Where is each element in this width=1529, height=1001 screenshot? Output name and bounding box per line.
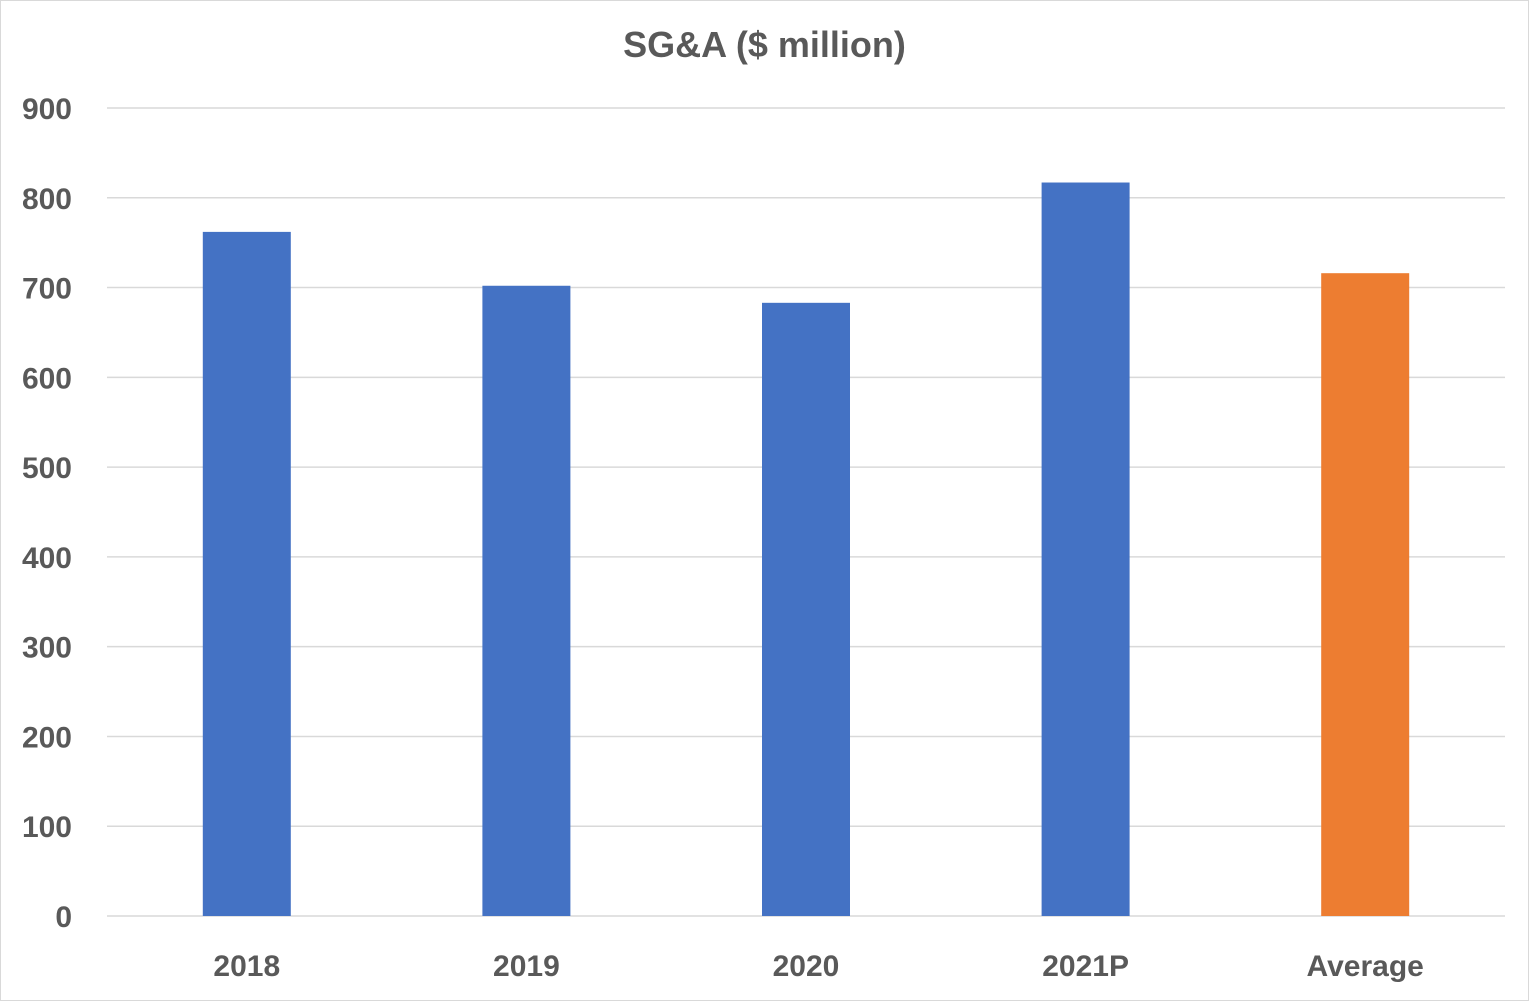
y-tick-label: 100 [22,811,72,844]
y-tick-label: 500 [22,452,72,485]
y-tick-label: 0 [55,901,72,934]
x-axis-ticks: 2018 2019 2020 2021P Average [213,950,1423,983]
y-tick-label: 300 [22,632,72,665]
bars [202,182,1410,917]
bar-average [1321,273,1410,916]
y-tick-label: 400 [22,542,72,575]
x-tick-label: Average [1307,950,1424,983]
chart-title: SG&A ($ million) [623,24,906,65]
x-tick-label: 2021P [1042,950,1129,983]
bar-2019 [482,285,571,916]
x-tick-label: 2019 [493,950,560,983]
y-tick-label: 600 [22,362,72,395]
bar-2021p [1041,182,1130,916]
x-tick-label: 2018 [213,950,280,983]
bar-2018 [202,231,291,917]
y-axis-ticks: 0 100 200 300 400 500 600 700 800 900 [22,93,72,934]
x-tick-label: 2020 [773,950,840,983]
y-tick-label: 700 [22,273,72,306]
y-tick-label: 800 [22,183,72,216]
y-tick-label: 900 [22,93,72,126]
bar-2020 [762,302,850,917]
y-tick-label: 200 [22,721,72,754]
